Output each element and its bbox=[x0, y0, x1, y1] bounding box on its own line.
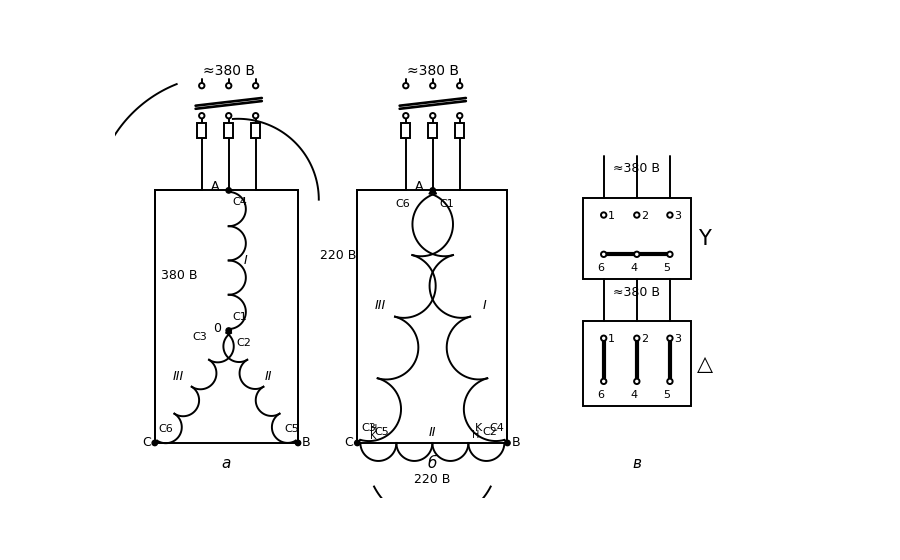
Bar bbox=[224, 123, 233, 138]
Text: C3: C3 bbox=[193, 332, 207, 342]
Text: Y: Y bbox=[698, 228, 711, 249]
Bar bbox=[583, 321, 690, 406]
Text: III: III bbox=[374, 300, 386, 312]
Text: III: III bbox=[172, 370, 184, 383]
Text: C6: C6 bbox=[395, 199, 410, 209]
Bar bbox=[155, 190, 298, 443]
Text: 5: 5 bbox=[663, 390, 670, 400]
Text: C2: C2 bbox=[482, 427, 498, 437]
Text: 3: 3 bbox=[674, 334, 680, 344]
Text: C1: C1 bbox=[439, 199, 454, 209]
Circle shape bbox=[601, 379, 607, 384]
Circle shape bbox=[667, 212, 672, 218]
Text: 220 В: 220 В bbox=[414, 473, 451, 487]
Circle shape bbox=[152, 440, 158, 446]
Text: 220 В: 220 В bbox=[320, 249, 356, 262]
Bar bbox=[251, 123, 260, 138]
Circle shape bbox=[634, 251, 640, 257]
Text: C4: C4 bbox=[232, 197, 248, 207]
Circle shape bbox=[226, 113, 231, 118]
Text: I: I bbox=[244, 254, 248, 267]
Text: C: C bbox=[345, 436, 354, 450]
Circle shape bbox=[430, 83, 436, 88]
Text: 5: 5 bbox=[663, 263, 670, 273]
Bar bbox=[357, 190, 508, 443]
Bar bbox=[428, 123, 437, 138]
Circle shape bbox=[403, 113, 409, 118]
Circle shape bbox=[355, 440, 360, 446]
Circle shape bbox=[253, 83, 258, 88]
Bar bbox=[583, 198, 690, 279]
Circle shape bbox=[253, 113, 258, 118]
Text: K: K bbox=[475, 423, 482, 432]
Text: B: B bbox=[511, 436, 520, 450]
Text: 6: 6 bbox=[597, 263, 604, 273]
Circle shape bbox=[430, 188, 436, 193]
Text: △: △ bbox=[697, 354, 713, 374]
Text: ≈380 В: ≈380 В bbox=[202, 64, 255, 78]
Circle shape bbox=[226, 328, 231, 333]
Circle shape bbox=[226, 188, 231, 193]
Text: C3: C3 bbox=[361, 423, 376, 432]
Circle shape bbox=[199, 83, 204, 88]
Circle shape bbox=[667, 251, 672, 257]
Circle shape bbox=[601, 335, 607, 341]
Circle shape bbox=[601, 212, 607, 218]
Text: K: K bbox=[370, 431, 376, 441]
Text: C: C bbox=[142, 436, 151, 450]
Circle shape bbox=[634, 379, 640, 384]
Text: б: б bbox=[428, 456, 437, 472]
Text: I: I bbox=[482, 300, 486, 312]
Text: H: H bbox=[370, 424, 377, 434]
Circle shape bbox=[634, 212, 640, 218]
Text: C4: C4 bbox=[489, 423, 504, 432]
Text: 4: 4 bbox=[630, 263, 637, 273]
Circle shape bbox=[199, 113, 204, 118]
Circle shape bbox=[601, 251, 607, 257]
Text: C1: C1 bbox=[232, 312, 248, 321]
Text: C5: C5 bbox=[284, 424, 299, 434]
Circle shape bbox=[295, 440, 301, 446]
Text: B: B bbox=[302, 436, 310, 450]
Text: 0: 0 bbox=[213, 323, 221, 335]
Bar bbox=[455, 123, 464, 138]
Text: A: A bbox=[415, 180, 424, 193]
Text: 2: 2 bbox=[641, 211, 648, 221]
Circle shape bbox=[667, 379, 672, 384]
Text: A: A bbox=[211, 180, 220, 193]
Circle shape bbox=[667, 335, 672, 341]
Text: 3: 3 bbox=[674, 211, 680, 221]
Text: C2: C2 bbox=[237, 338, 251, 348]
Text: 2: 2 bbox=[641, 334, 648, 344]
Text: а: а bbox=[221, 456, 231, 472]
Text: 380 В: 380 В bbox=[161, 269, 197, 282]
Text: II: II bbox=[265, 370, 273, 383]
Circle shape bbox=[403, 83, 409, 88]
Text: C5: C5 bbox=[374, 427, 389, 437]
Text: C6: C6 bbox=[158, 424, 174, 434]
Text: H: H bbox=[472, 430, 480, 440]
Circle shape bbox=[634, 335, 640, 341]
Text: ≈380 В: ≈380 В bbox=[613, 162, 661, 175]
Text: 4: 4 bbox=[630, 390, 637, 400]
Text: в: в bbox=[633, 456, 642, 472]
Text: ≈380 В: ≈380 В bbox=[613, 286, 661, 298]
Bar bbox=[197, 123, 206, 138]
Bar bbox=[401, 123, 410, 138]
Circle shape bbox=[430, 113, 436, 118]
Circle shape bbox=[457, 83, 463, 88]
Circle shape bbox=[505, 440, 510, 446]
Text: 1: 1 bbox=[608, 211, 615, 221]
Text: 1: 1 bbox=[608, 334, 615, 344]
Text: 6: 6 bbox=[597, 390, 604, 400]
Circle shape bbox=[457, 113, 463, 118]
Text: ≈380 В: ≈380 В bbox=[407, 64, 459, 78]
Text: II: II bbox=[428, 426, 436, 438]
Circle shape bbox=[226, 83, 231, 88]
